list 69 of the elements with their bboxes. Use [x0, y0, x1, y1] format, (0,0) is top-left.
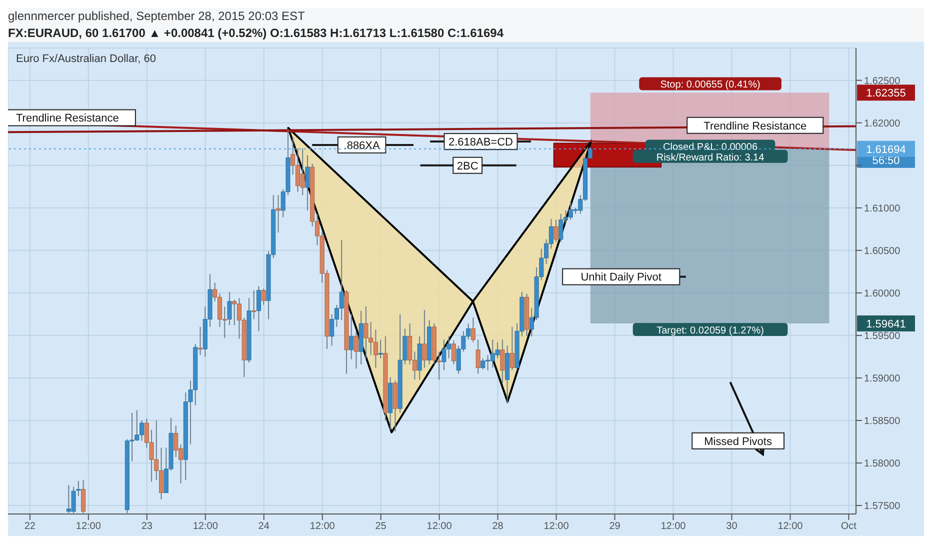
candlestick: [554, 219, 558, 242]
axis-tag: 1.61694: [857, 140, 915, 157]
x-tick-label: 12:00: [778, 521, 804, 532]
x-tick-label: Oct: [840, 521, 857, 532]
candlestick: [510, 326, 514, 371]
candlestick: [81, 479, 86, 514]
x-tick-label: 28: [492, 521, 504, 532]
y-tick-label: 1.60500: [864, 246, 901, 257]
text: glennmercer published, September 28, 2015 20:03 EST: [8, 8, 306, 24]
y-tick-label: 1.59000: [864, 373, 901, 384]
annotation: Risk/Reward Ratio: 3.14: [656, 152, 765, 164]
annotation: Trendline Resistance: [16, 112, 119, 125]
x-tick-label: 25: [375, 521, 387, 532]
candlestick: [276, 194, 280, 234]
candlestick: [378, 339, 383, 359]
text-box: .886XA: [337, 136, 386, 154]
rounded-label: Target: 0.02059 (1.27%): [632, 322, 788, 336]
y-tick-label: 1.57500: [864, 501, 901, 512]
annotation: Stop: 0.00655 (0.41%): [660, 80, 760, 91]
axis-tag: 1.59641: [857, 315, 915, 332]
y-tick-label: 1.58000: [864, 458, 901, 470]
y-tick-label: 1.59500: [864, 330, 901, 342]
x-tick-label: 12:00: [310, 521, 336, 532]
annotation: Target: 0.02059 (1.27%): [656, 325, 764, 336]
axis-tag: 1.62355: [857, 84, 915, 101]
candlestick: [354, 330, 358, 370]
x-tick-label: 12:00: [544, 521, 570, 532]
x-tick-label: 12:00: [426, 521, 452, 532]
y-tick-label: 1.61000: [864, 203, 901, 214]
candlestick: [198, 326, 203, 356]
text-box: Trendline Resistance: [8, 109, 136, 126]
candlestick: [76, 480, 81, 497]
candlestick: [305, 154, 310, 211]
y-tick-label: 1.60000: [864, 288, 901, 300]
x-tick-label: 30: [726, 521, 738, 532]
annotation: 2.618AB=CD: [448, 136, 514, 149]
y-tick-label: 1.62000: [864, 118, 901, 130]
x-tick-label: 22: [24, 521, 36, 532]
chart-title: FX:EURAUD, 60 1.61700 ▲ +0.00841 (+0.52%) O:1.61583 H:1.61713 L:1.61580 C:1.61694: [8, 25, 505, 42]
candlestick: [470, 317, 476, 343]
candlestick: [252, 290, 256, 320]
y-tick-label: 1.58500: [864, 416, 901, 428]
text-box: Trendline Resistance: [686, 116, 824, 134]
rounded-label: Stop: 0.00655 (0.41%): [639, 77, 782, 91]
x-tick-label: 12:00: [192, 521, 218, 532]
text-box: Missed Pivots: [692, 432, 784, 450]
text-box: 2.618AB=CD: [444, 133, 518, 150]
annotation: 2BC: [456, 160, 478, 172]
x-tick-label: 12:00: [660, 521, 686, 532]
annotation: Missed Pivots: [704, 436, 772, 448]
rounded-label: Risk/Reward Ratio: 3.14: [632, 150, 788, 164]
candlestick: [451, 340, 456, 365]
candlestick: [436, 351, 442, 380]
x-tick-label: 24: [258, 521, 270, 532]
candlestick: [227, 292, 232, 326]
candlestick: [500, 339, 505, 384]
candlestick: [261, 288, 266, 306]
text: Euro Fx/Australian Dollar, 60: [16, 53, 156, 65]
x-tick-label: 29: [609, 521, 621, 532]
candlestick: [349, 314, 354, 360]
candlestick: [422, 309, 427, 368]
candlestick: [256, 286, 261, 332]
x-tick-label: 12:00: [76, 521, 102, 532]
annotation: Trendline Resistance: [704, 120, 807, 132]
text-box: 2BC: [452, 156, 483, 174]
y-tick-label: 1.62500: [864, 76, 901, 87]
x-tick-label: 23: [141, 521, 153, 532]
candlestick: [476, 339, 480, 374]
annotation: .886XA: [344, 140, 381, 152]
